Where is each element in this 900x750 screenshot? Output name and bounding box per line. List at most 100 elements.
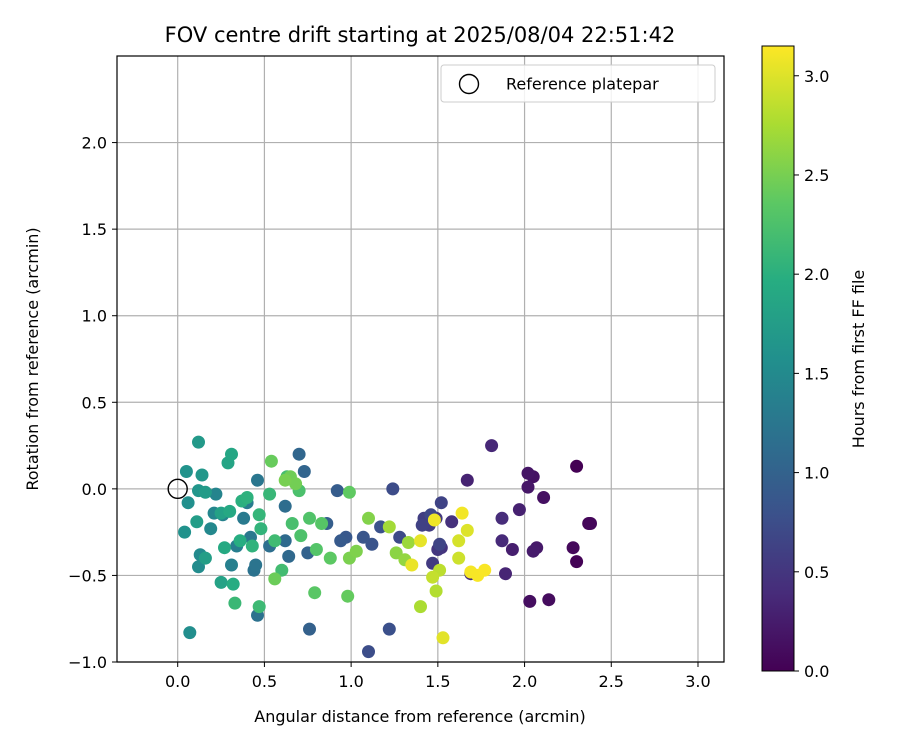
- data-point: [362, 511, 375, 525]
- data-point: [401, 536, 415, 549]
- data-point: [386, 482, 400, 496]
- legend-marker-reference: [458, 73, 480, 95]
- x-tick-label: 1.0: [338, 672, 363, 691]
- y-axis-label: Rotation from reference (arcmin): [23, 227, 42, 490]
- data-point: [268, 572, 282, 586]
- data-point: [285, 517, 299, 530]
- data-point: [495, 511, 509, 525]
- y-tick-label: −1.0: [68, 653, 107, 672]
- data-point: [179, 465, 193, 478]
- data-point: [349, 544, 363, 558]
- colorbar-label: Hours from first FF file: [849, 270, 868, 449]
- data-point: [192, 435, 205, 449]
- data-point: [278, 499, 292, 513]
- legend-box: [440, 64, 716, 103]
- data-point: [323, 551, 337, 565]
- legend: Reference platepar: [440, 64, 716, 103]
- data-points: [167, 435, 597, 659]
- data-point: [181, 496, 195, 510]
- data-point: [289, 477, 303, 491]
- data-point: [204, 522, 218, 536]
- data-point: [330, 484, 344, 498]
- data-point: [192, 560, 205, 574]
- colorbar-gradient: [761, 45, 795, 672]
- x-tick-label: 3.0: [685, 672, 710, 691]
- data-point: [294, 529, 308, 543]
- data-point: [389, 546, 403, 560]
- data-point: [263, 487, 277, 501]
- data-point: [460, 523, 474, 537]
- data-point: [414, 600, 427, 614]
- colorbar-tick-label: 0.0: [804, 662, 829, 681]
- data-point: [334, 534, 348, 548]
- data-point: [499, 567, 512, 581]
- data-point: [433, 537, 447, 551]
- data-point: [526, 544, 540, 558]
- colorbar-ticks: 0.0 0.5 1.0 1.5 2.0 2.5 3.0: [794, 67, 829, 681]
- y-tick-label: −0.5: [68, 566, 107, 585]
- data-point: [521, 480, 535, 494]
- data-point: [512, 503, 526, 517]
- data-point: [223, 504, 237, 518]
- data-point: [356, 530, 370, 544]
- data-point: [183, 626, 197, 640]
- data-point: [460, 473, 474, 487]
- data-point: [226, 577, 240, 591]
- data-point: [485, 439, 499, 453]
- data-point: [190, 515, 204, 529]
- data-point: [254, 522, 268, 536]
- data-point: [523, 594, 537, 608]
- x-tick-label: 0.5: [252, 672, 277, 691]
- data-point: [237, 511, 251, 525]
- x-axis-label: Angular distance from reference (arcmin): [254, 707, 585, 726]
- data-point: [303, 622, 316, 636]
- data-point: [225, 447, 238, 461]
- data-point: [478, 563, 492, 577]
- data-point: [365, 537, 379, 551]
- data-point: [195, 468, 209, 482]
- data-point: [434, 496, 448, 510]
- x-tick-label: 2.0: [512, 672, 537, 691]
- data-point: [570, 459, 584, 473]
- data-point: [233, 534, 247, 548]
- data-point: [268, 534, 282, 548]
- colorbar-tick-label: 1.0: [804, 464, 829, 483]
- data-point: [303, 511, 316, 525]
- legend-label-reference: Reference platepar: [506, 75, 659, 94]
- y-tick-label: 1.0: [82, 307, 107, 326]
- data-point: [278, 534, 292, 548]
- data-point: [566, 541, 580, 555]
- data-point: [292, 447, 306, 461]
- chart-title: FOV centre drift starting at 2025/08/04 …: [165, 23, 676, 47]
- colorbar-tick-label: 0.5: [804, 563, 829, 582]
- data-point: [521, 466, 535, 480]
- data-point: [275, 563, 289, 577]
- data-point: [228, 596, 242, 610]
- data-point: [252, 600, 266, 614]
- y-tick-label: 0.5: [82, 393, 107, 412]
- data-point: [240, 491, 254, 504]
- data-point: [362, 645, 375, 659]
- data-point: [198, 551, 212, 565]
- data-point: [278, 473, 292, 487]
- data-point: [198, 485, 212, 499]
- data-point: [308, 586, 322, 600]
- data-point: [178, 525, 192, 539]
- data-point: [341, 589, 355, 603]
- data-point: [415, 518, 429, 532]
- y-tick-label: 2.0: [82, 134, 107, 153]
- data-point: [427, 513, 441, 527]
- y-tick-label: 1.5: [82, 220, 107, 239]
- reference-platepar-marker: [167, 478, 188, 500]
- data-point: [455, 506, 469, 520]
- data-point: [445, 515, 459, 529]
- x-tick-label: 1.5: [425, 672, 450, 691]
- data-point: [251, 473, 264, 487]
- data-point: [542, 593, 556, 607]
- plot-area-frame: [116, 55, 725, 663]
- data-point: [249, 558, 263, 572]
- data-point: [414, 534, 427, 548]
- data-point: [505, 543, 519, 556]
- data-point: [537, 491, 551, 504]
